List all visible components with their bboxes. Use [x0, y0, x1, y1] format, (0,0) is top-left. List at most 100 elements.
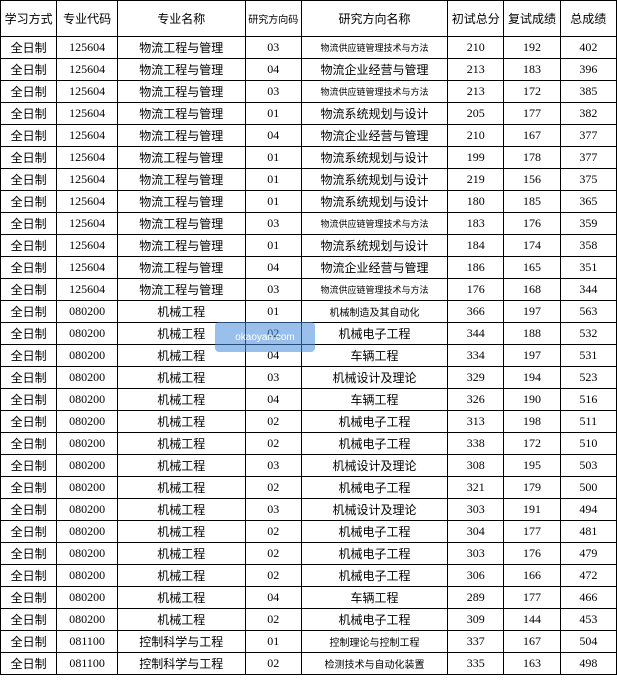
table-cell: 全日制 [1, 653, 57, 675]
table-cell: 01 [245, 191, 301, 213]
table-cell: 479 [560, 543, 616, 565]
table-cell: 机械工程 [117, 345, 245, 367]
table-cell: 377 [560, 125, 616, 147]
table-cell: 物流企业经营与管理 [301, 59, 447, 81]
table-row: 全日制125604物流工程与管理01物流系统规划与设计219156375 [1, 169, 617, 191]
table-row: 全日制080200机械工程02机械电子工程313198511 [1, 411, 617, 433]
table-row: 全日制125604物流工程与管理01物流系统规划与设计205177382 [1, 103, 617, 125]
table-cell: 03 [245, 367, 301, 389]
table-cell: 全日制 [1, 367, 57, 389]
table-row: 全日制125604物流工程与管理01物流系统规划与设计180185365 [1, 191, 617, 213]
table-cell: 机械电子工程 [301, 521, 447, 543]
table-row: 全日制080200机械工程02机械电子工程309144453 [1, 609, 617, 631]
table-cell: 125604 [57, 81, 118, 103]
table-cell: 04 [245, 389, 301, 411]
table-cell: 控制科学与工程 [117, 631, 245, 653]
table-cell: 165 [504, 257, 560, 279]
table-cell: 物流工程与管理 [117, 169, 245, 191]
table-cell: 504 [560, 631, 616, 653]
table-cell: 179 [504, 477, 560, 499]
table-cell: 全日制 [1, 389, 57, 411]
table-cell: 04 [245, 59, 301, 81]
table-cell: 194 [504, 367, 560, 389]
table-cell: 382 [560, 103, 616, 125]
table-cell: 198 [504, 411, 560, 433]
table-cell: 全日制 [1, 631, 57, 653]
header-row: 学习方式 专业代码 专业名称 研究方向码 研究方向名称 初试总分 复试成绩 总成… [1, 1, 617, 37]
table-cell: 04 [245, 345, 301, 367]
table-body: 全日制125604物流工程与管理03物流供应链管理技术与方法210192402全… [1, 37, 617, 675]
table-cell: 控制理论与控制工程 [301, 631, 447, 653]
header-direction-code: 研究方向码 [245, 1, 301, 37]
table-cell: 402 [560, 37, 616, 59]
table-cell: 359 [560, 213, 616, 235]
table-row: 全日制125604物流工程与管理04物流企业经营与管理186165351 [1, 257, 617, 279]
table-cell: 01 [245, 631, 301, 653]
table-cell: 177 [504, 103, 560, 125]
table-cell: 机械工程 [117, 587, 245, 609]
table-cell: 机械设计及理论 [301, 367, 447, 389]
table-cell: 全日制 [1, 169, 57, 191]
table-cell: 物流工程与管理 [117, 213, 245, 235]
table-cell: 080200 [57, 477, 118, 499]
table-cell: 481 [560, 521, 616, 543]
table-cell: 453 [560, 609, 616, 631]
header-direction-name: 研究方向名称 [301, 1, 447, 37]
table-cell: 物流系统规划与设计 [301, 191, 447, 213]
table-cell: 物流供应链管理技术与方法 [301, 37, 447, 59]
table-cell: 191 [504, 499, 560, 521]
table-cell: 338 [448, 433, 504, 455]
table-cell: 213 [448, 59, 504, 81]
table-cell: 213 [448, 81, 504, 103]
table-cell: 385 [560, 81, 616, 103]
table-cell: 物流工程与管理 [117, 81, 245, 103]
table-cell: 物流工程与管理 [117, 103, 245, 125]
table-cell: 全日制 [1, 125, 57, 147]
table-cell: 172 [504, 433, 560, 455]
table-row: 全日制080200机械工程04车辆工程334197531 [1, 345, 617, 367]
table-cell: 156 [504, 169, 560, 191]
table-cell: 物流系统规划与设计 [301, 169, 447, 191]
table-cell: 机械工程 [117, 323, 245, 345]
table-cell: 197 [504, 301, 560, 323]
table-cell: 02 [245, 323, 301, 345]
table-cell: 全日制 [1, 587, 57, 609]
table-cell: 516 [560, 389, 616, 411]
table-cell: 197 [504, 345, 560, 367]
table-cell: 车辆工程 [301, 389, 447, 411]
table-row: 全日制080200机械工程02机械电子工程321179500 [1, 477, 617, 499]
table-cell: 物流工程与管理 [117, 191, 245, 213]
table-cell: 03 [245, 455, 301, 477]
table-cell: 机械工程 [117, 301, 245, 323]
table-cell: 309 [448, 609, 504, 631]
table-cell: 351 [560, 257, 616, 279]
table-cell: 080200 [57, 345, 118, 367]
table-cell: 物流系统规划与设计 [301, 147, 447, 169]
table-cell: 物流供应链管理技术与方法 [301, 213, 447, 235]
table-row: 全日制125604物流工程与管理03物流供应链管理技术与方法210192402 [1, 37, 617, 59]
table-cell: 机械电子工程 [301, 323, 447, 345]
table-cell: 机械电子工程 [301, 565, 447, 587]
table-cell: 125604 [57, 103, 118, 125]
table-cell: 全日制 [1, 191, 57, 213]
table-cell: 全日制 [1, 213, 57, 235]
table-cell: 02 [245, 433, 301, 455]
table-cell: 全日制 [1, 455, 57, 477]
table-cell: 080200 [57, 587, 118, 609]
table-cell: 167 [504, 125, 560, 147]
table-cell: 02 [245, 543, 301, 565]
header-total-score: 总成绩 [560, 1, 616, 37]
table-cell: 机械工程 [117, 433, 245, 455]
table-cell: 03 [245, 213, 301, 235]
table-cell: 物流工程与管理 [117, 59, 245, 81]
table-cell: 205 [448, 103, 504, 125]
table-cell: 472 [560, 565, 616, 587]
table-cell: 210 [448, 37, 504, 59]
table-cell: 190 [504, 389, 560, 411]
table-row: 全日制125604物流工程与管理03物流供应链管理技术与方法213172385 [1, 81, 617, 103]
table-cell: 344 [560, 279, 616, 301]
table-cell: 物流企业经营与管理 [301, 257, 447, 279]
table-cell: 全日制 [1, 37, 57, 59]
table-cell: 全日制 [1, 279, 57, 301]
table-row: 全日制080200机械工程03机械设计及理论329194523 [1, 367, 617, 389]
